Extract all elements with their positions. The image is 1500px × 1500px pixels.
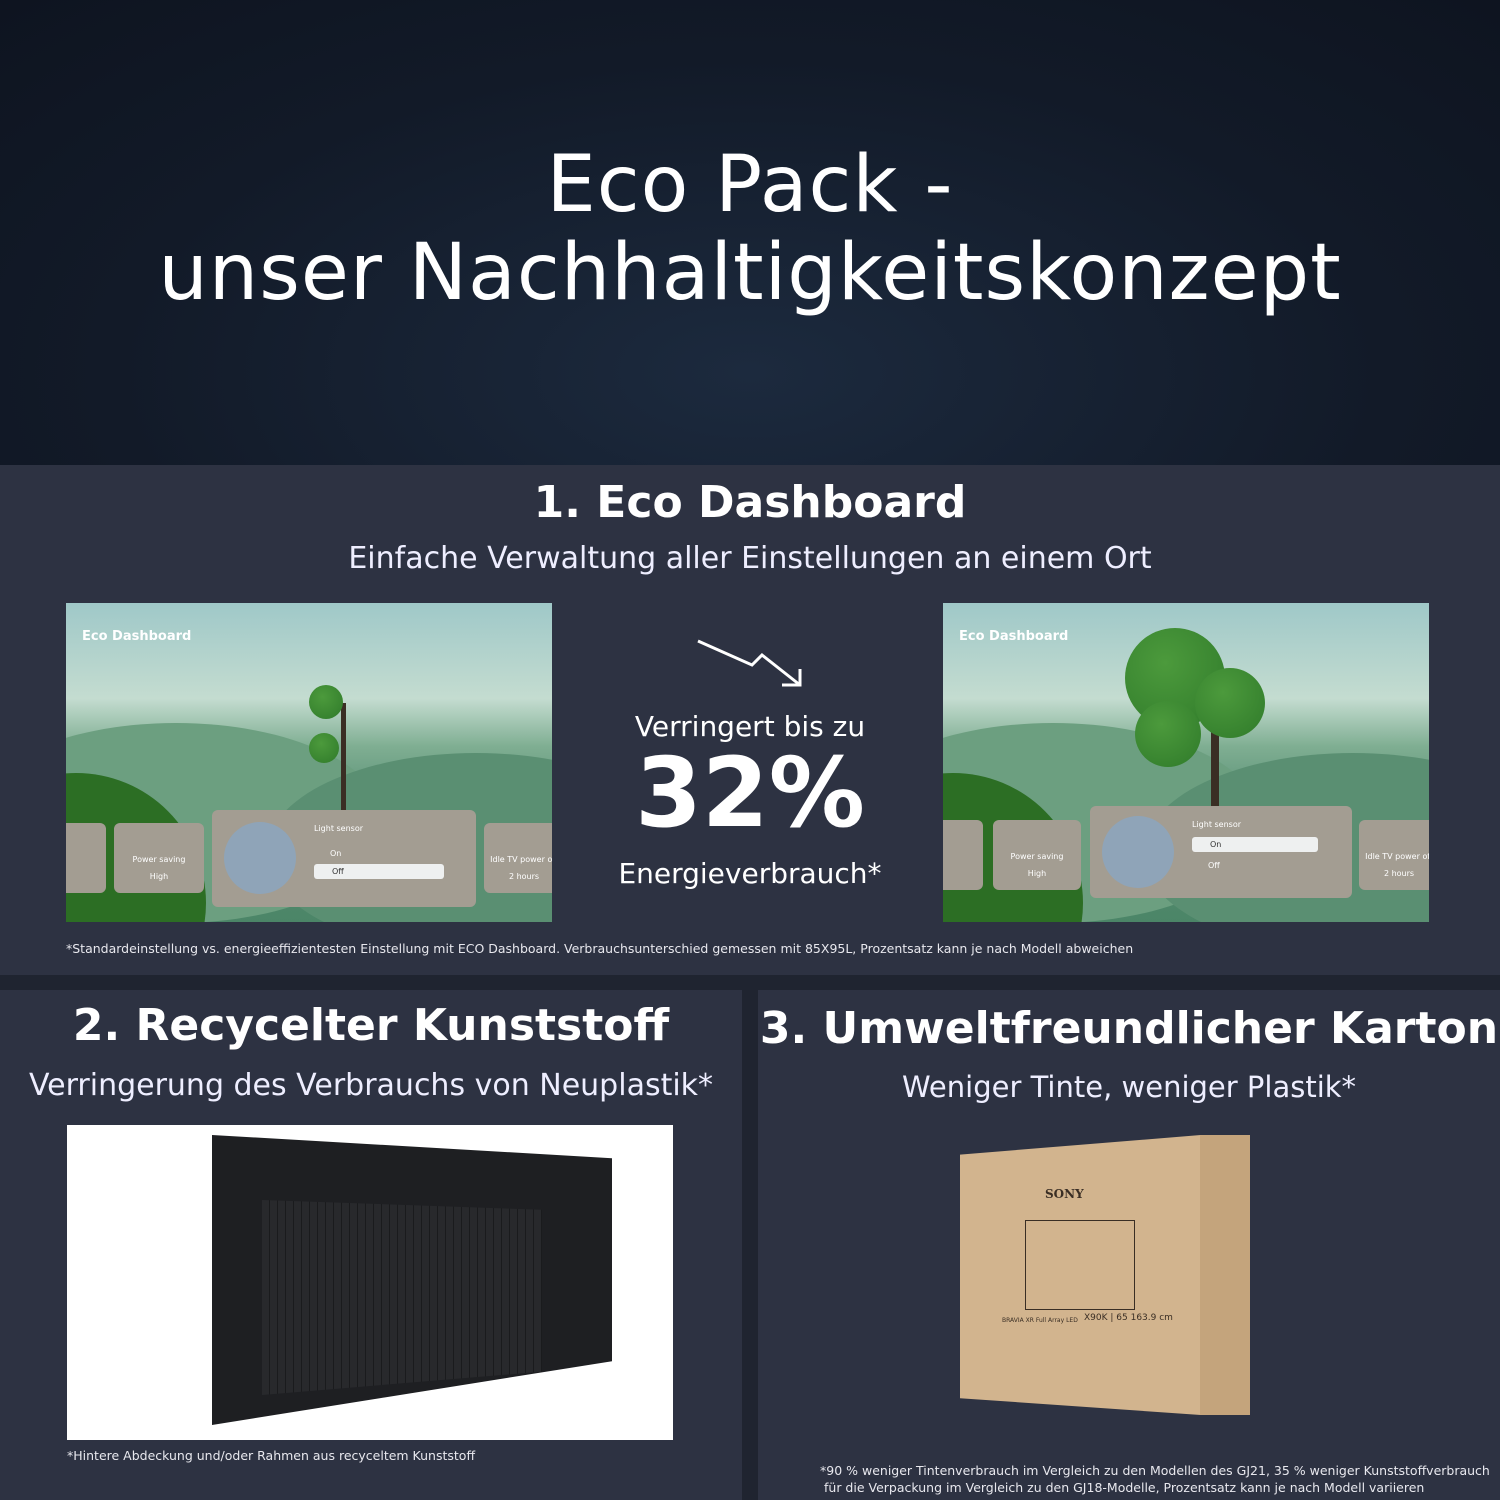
recycled-plastic-section: 2. Recycelter Kunststoff Verringerung de… (0, 990, 742, 1500)
arrow-down-icon (697, 639, 802, 687)
option-on-selected[interactable]: On (1192, 837, 1318, 852)
section-subtitle: Weniger Tinte, weniger Plastik* (901, 1070, 1357, 1104)
section-title: 1. Eco Dashboard (533, 477, 967, 528)
hero-title-line1: Eco Pack - (546, 140, 954, 230)
reduction-value: 32% (635, 737, 865, 849)
power-saving-card[interactable]: Power saving High (993, 820, 1081, 890)
reduction-text: Verringert bis zu (634, 710, 866, 743)
footnote: *Standardeinstellung vs. energieeffizien… (66, 941, 1134, 956)
card-label: Idle TV power off (1365, 852, 1429, 861)
light-sensor-card[interactable]: Light sensor On Off (212, 810, 476, 907)
footnote-line1: *90 % weniger Tintenverbrauch im Verglei… (820, 1463, 1490, 1478)
section-subtitle: Verringerung des Verbrauchs von Neuplast… (28, 1068, 714, 1103)
idle-card[interactable]: Idle TV power off 2 hours (1359, 820, 1429, 890)
reduction-unit: Energieverbrauch* (618, 857, 882, 890)
carton-box: SONY BRAVIA XR Full Array LED X90K | 65 … (960, 1135, 1250, 1415)
eco-dashboard-screen-after: Eco Dashboard Power saving High Light sen… (943, 603, 1429, 922)
option-on[interactable]: On (330, 849, 342, 858)
section-title: 2. Recycelter Kunststoff (72, 1000, 670, 1051)
hero-title-line2: unser Nachhaltigkeitskonzept (158, 228, 1342, 318)
tv-rear-image (67, 1125, 673, 1440)
card-value: 2 hours (1383, 869, 1415, 878)
section-subtitle: Einfache Verwaltung aller Einstellungen … (348, 541, 1152, 576)
box-line: BRAVIA XR Full Array LED (1002, 1317, 1078, 1324)
card-value: High (149, 872, 169, 881)
card-label: Idle TV power off (490, 855, 552, 864)
box-brand: SONY (1045, 1187, 1084, 1201)
eco-dashboard-screen-before: Eco Dashboard Power saving High Light sen… (66, 603, 552, 922)
footnote-line2: für die Verpackung im Vergleich zu den G… (824, 1480, 1425, 1495)
card-label: Light sensor (1192, 820, 1242, 829)
screen-label: Eco Dashboard (82, 629, 192, 644)
section-title: 3. Umweltfreundlicher Karton (759, 1003, 1499, 1054)
card-label: Power saving (1010, 852, 1064, 861)
footnote: *Hintere Abdeckung und/oder Rahmen aus r… (67, 1448, 476, 1463)
screen-label: Eco Dashboard (959, 629, 1069, 644)
eco-dashboard-section: 1. Eco Dashboard Einfache Verwaltung all… (0, 465, 1500, 975)
eco-carton-section: 3. Umweltfreundlicher Karton Weniger Tin… (758, 990, 1500, 1500)
card-label: Light sensor (314, 824, 364, 833)
power-saving-card[interactable]: Power saving High (114, 823, 204, 893)
idle-card[interactable]: Idle TV power off 2 hours (484, 823, 552, 893)
card-value: 2 hours (508, 872, 540, 881)
card-label: Power saving (132, 855, 186, 864)
card-value: High (1027, 869, 1047, 878)
option-off[interactable]: Off (1208, 861, 1220, 870)
light-sensor-card[interactable]: Light sensor On Off (1090, 806, 1352, 898)
hero-banner: Eco Pack - unser Nachhaltigkeitskonzept (0, 0, 1500, 465)
option-off-selected[interactable]: Off (314, 864, 444, 879)
box-model: X90K | 65 163.9 cm (1084, 1313, 1173, 1323)
